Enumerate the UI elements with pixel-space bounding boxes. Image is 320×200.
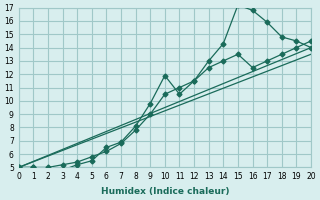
X-axis label: Humidex (Indice chaleur): Humidex (Indice chaleur): [100, 187, 229, 196]
